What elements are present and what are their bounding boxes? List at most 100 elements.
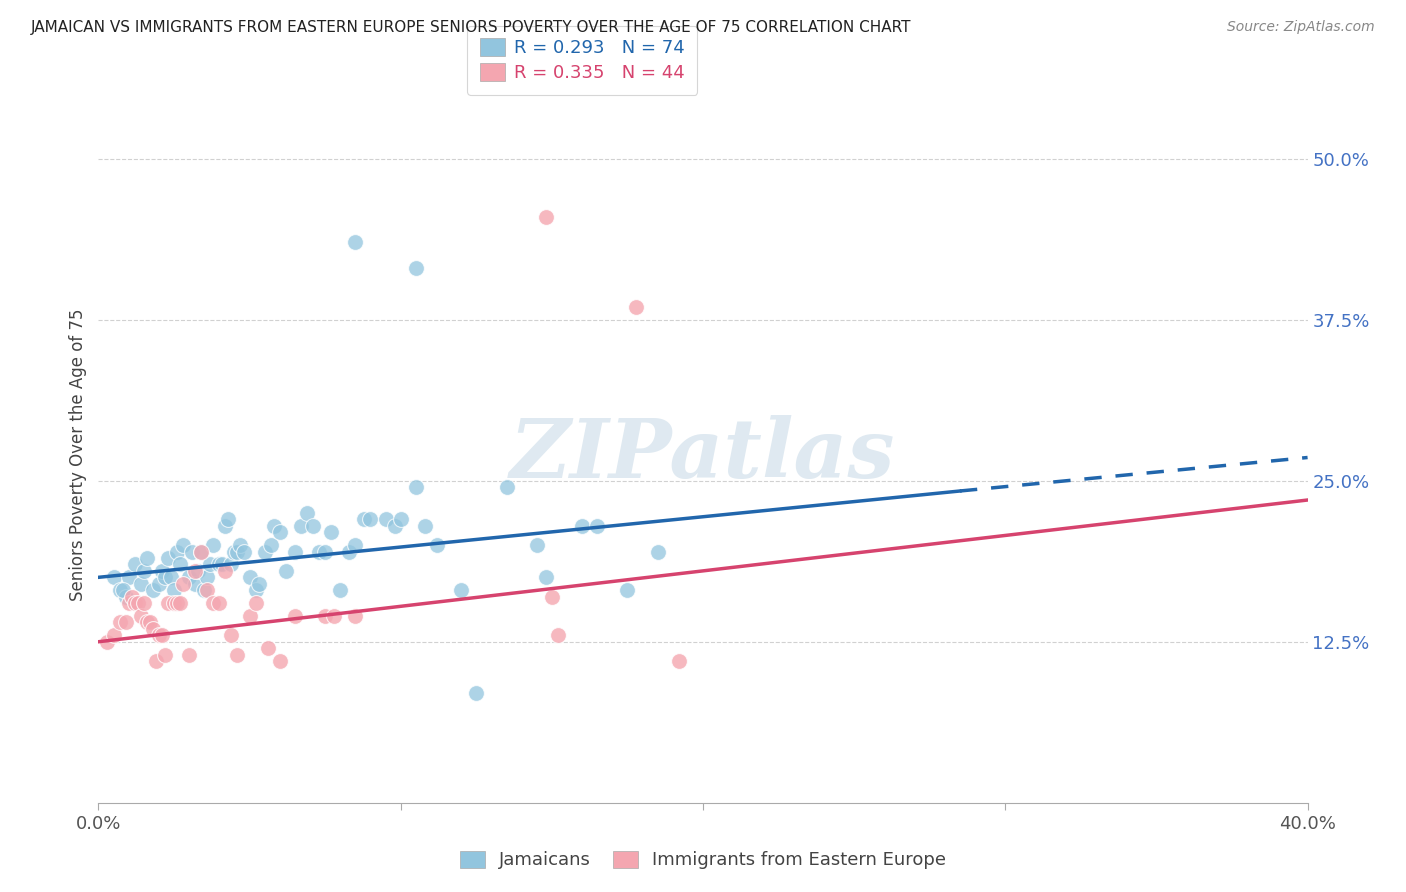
Point — [156, 551, 179, 566]
Point — [111, 583, 134, 598]
Point — [534, 210, 557, 224]
Point — [127, 596, 149, 610]
Point — [208, 558, 231, 572]
Point — [353, 512, 375, 526]
Point — [526, 538, 548, 552]
Point — [217, 512, 239, 526]
Point — [114, 590, 136, 604]
Point — [139, 615, 162, 630]
Point — [224, 544, 246, 558]
Point — [405, 261, 427, 276]
Point — [142, 622, 165, 636]
Point — [284, 609, 307, 624]
Legend: R = 0.293   N = 74, R = 0.335   N = 44: R = 0.293 N = 74, R = 0.335 N = 44 — [467, 26, 697, 95]
Point — [172, 538, 194, 552]
Point — [153, 648, 176, 662]
Point — [169, 558, 191, 572]
Point — [413, 518, 436, 533]
Point — [190, 544, 212, 558]
Point — [302, 518, 325, 533]
Point — [103, 628, 125, 642]
Point — [269, 525, 291, 540]
Point — [118, 596, 141, 610]
Point — [239, 570, 262, 584]
Point — [321, 525, 343, 540]
Point — [229, 538, 252, 552]
Point — [121, 590, 143, 604]
Point — [295, 506, 318, 520]
Point — [284, 544, 307, 558]
Point — [329, 583, 352, 598]
Point — [344, 538, 367, 552]
Point — [108, 583, 131, 598]
Point — [586, 518, 609, 533]
Point — [239, 609, 262, 624]
Point — [247, 576, 270, 591]
Point — [172, 576, 194, 591]
Point — [208, 596, 231, 610]
Point — [153, 570, 176, 584]
Point — [145, 654, 167, 668]
Point — [179, 648, 201, 662]
Point — [374, 512, 396, 526]
Point — [465, 686, 488, 700]
Point — [135, 551, 157, 566]
Point — [132, 596, 155, 610]
Point — [245, 583, 267, 598]
Point — [405, 480, 427, 494]
Point — [214, 518, 236, 533]
Point — [384, 518, 406, 533]
Point — [616, 583, 638, 598]
Point — [221, 628, 243, 642]
Point — [193, 583, 215, 598]
Point — [260, 538, 283, 552]
Point — [221, 558, 243, 572]
Point — [426, 538, 449, 552]
Legend: Jamaicans, Immigrants from Eastern Europe: Jamaicans, Immigrants from Eastern Europ… — [450, 842, 956, 879]
Y-axis label: Seniors Poverty Over the Age of 75: Seniors Poverty Over the Age of 75 — [69, 309, 87, 601]
Point — [253, 544, 276, 558]
Point — [534, 570, 557, 584]
Point — [184, 564, 207, 578]
Point — [163, 596, 186, 610]
Point — [129, 609, 152, 624]
Point — [96, 634, 118, 648]
Point — [129, 576, 152, 591]
Point — [108, 615, 131, 630]
Text: Source: ZipAtlas.com: Source: ZipAtlas.com — [1227, 20, 1375, 34]
Point — [156, 596, 179, 610]
Point — [232, 544, 254, 558]
Point — [214, 564, 236, 578]
Point — [314, 609, 336, 624]
Point — [132, 564, 155, 578]
Point — [647, 544, 669, 558]
Point — [337, 544, 360, 558]
Point — [269, 654, 291, 668]
Point — [226, 648, 249, 662]
Point — [290, 518, 312, 533]
Text: JAMAICAN VS IMMIGRANTS FROM EASTERN EUROPE SENIORS POVERTY OVER THE AGE OF 75 CO: JAMAICAN VS IMMIGRANTS FROM EASTERN EURO… — [31, 20, 911, 35]
Point — [148, 576, 170, 591]
Point — [166, 596, 188, 610]
Point — [103, 570, 125, 584]
Point — [344, 235, 367, 250]
Point — [114, 615, 136, 630]
Point — [166, 544, 188, 558]
Point — [163, 583, 186, 598]
Point — [540, 590, 562, 604]
Point — [150, 564, 173, 578]
Point — [148, 628, 170, 642]
Point — [190, 544, 212, 558]
Point — [150, 628, 173, 642]
Point — [211, 558, 233, 572]
Point — [314, 544, 336, 558]
Point — [124, 558, 146, 572]
Point — [179, 570, 201, 584]
Point — [389, 512, 412, 526]
Point — [360, 512, 382, 526]
Point — [195, 570, 218, 584]
Point — [626, 300, 648, 314]
Point — [571, 518, 593, 533]
Point — [124, 596, 146, 610]
Text: ZIPatlas: ZIPatlas — [510, 415, 896, 495]
